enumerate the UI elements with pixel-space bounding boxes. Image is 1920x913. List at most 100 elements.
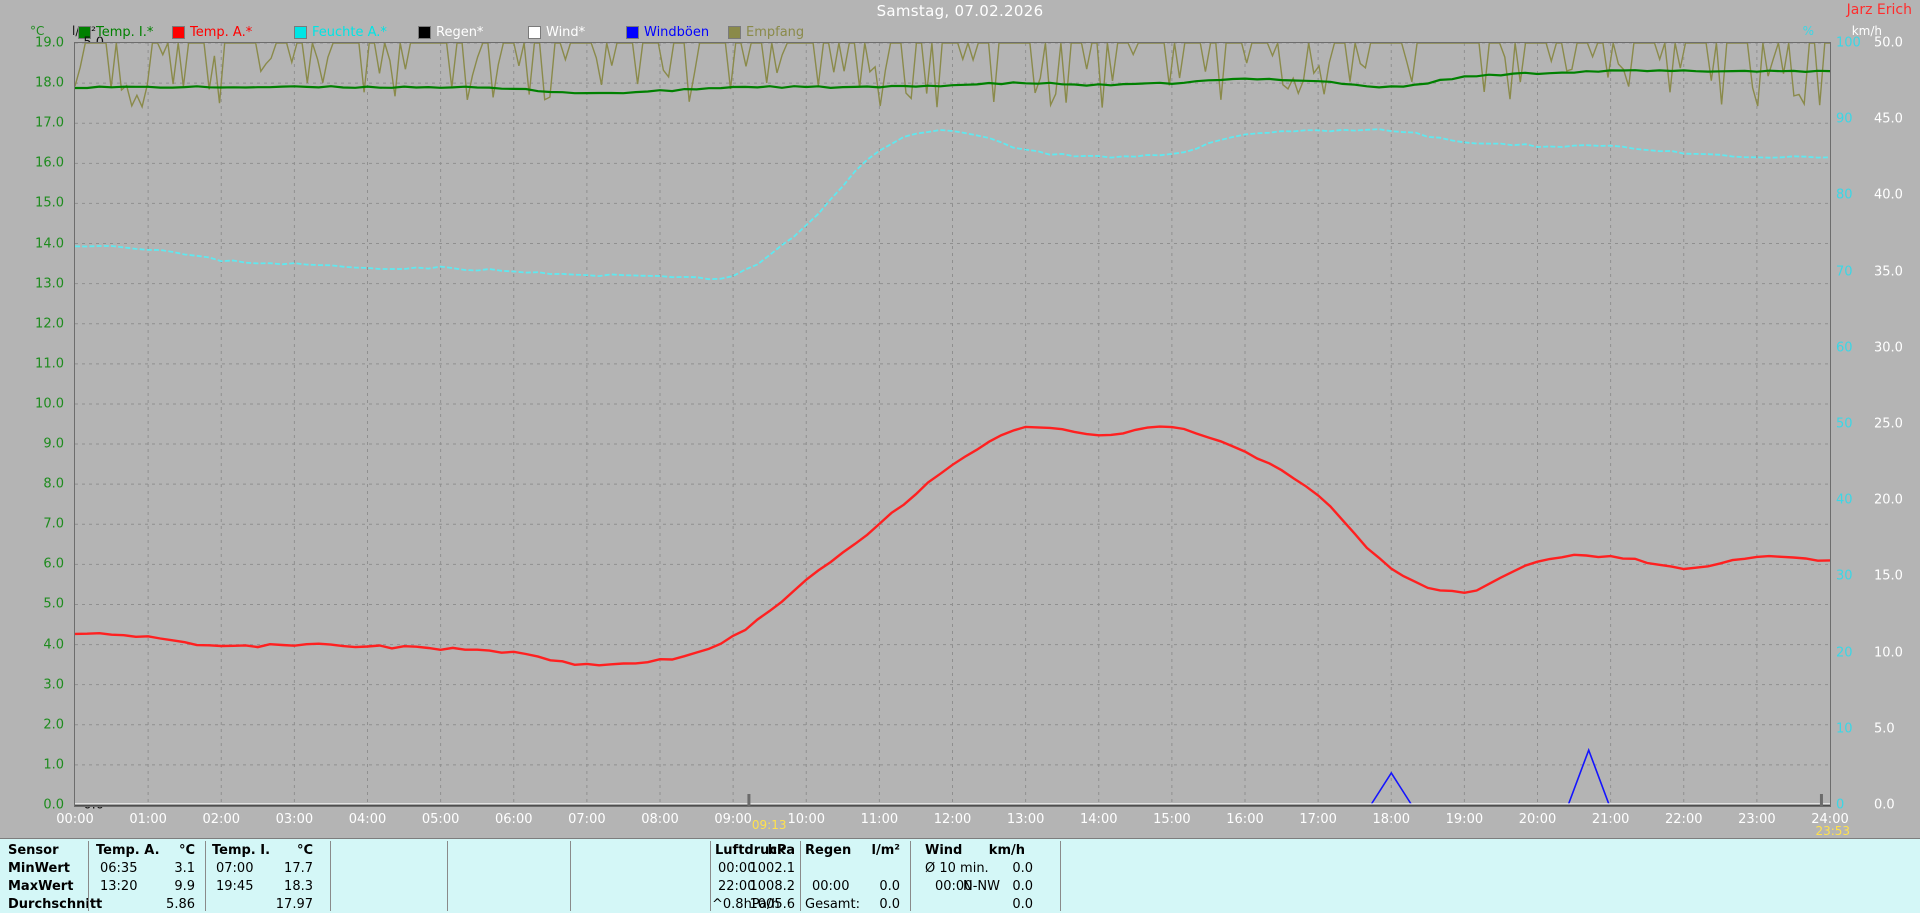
summary-column-divider bbox=[910, 841, 911, 911]
series-empfang bbox=[75, 43, 1830, 109]
axis-tick-label: 30.0 bbox=[1874, 340, 1903, 356]
axis-tick-label: 7.0 bbox=[43, 516, 64, 532]
legend-swatch-icon bbox=[626, 26, 639, 39]
summary-cell: 0.0 bbox=[1012, 861, 1033, 876]
summary-cell: 18.3 bbox=[284, 879, 313, 894]
summary-unit-regen: l/m² bbox=[871, 843, 900, 858]
x-tick-label: 05:00 bbox=[421, 812, 460, 827]
legend-item-label: Wind* bbox=[546, 25, 586, 40]
axis-tick-label: 9.0 bbox=[43, 436, 64, 452]
x-tick-label: 21:00 bbox=[1591, 812, 1630, 827]
axis-tick-label: 3.0 bbox=[43, 677, 64, 693]
summary-column-divider bbox=[330, 841, 331, 911]
axis-tick-label: 0.0 bbox=[1874, 797, 1895, 813]
axis-tick-label: 8.0 bbox=[43, 476, 64, 492]
summary-unit-wind: km/h bbox=[988, 843, 1025, 858]
legend-item-label: Temp. A.* bbox=[190, 25, 253, 40]
y-axis-humidity-ticks: 100 90 80 70 60 50 40 30 20 10 0 bbox=[1836, 0, 1872, 912]
axis-tick-label: 5.0 bbox=[1874, 721, 1895, 737]
legend-item-wind[interactable]: Wind* bbox=[528, 26, 585, 42]
x-tick-label: 23:00 bbox=[1738, 812, 1776, 827]
axis-tick-label: 13.0 bbox=[35, 276, 64, 292]
axis-unit-wind: km/h bbox=[1851, 24, 1882, 38]
summary-cell: ^0.8hPa/h bbox=[712, 897, 780, 912]
summary-unit-temp-innen: °C bbox=[296, 843, 313, 858]
legend-item-label: Windböen bbox=[644, 25, 710, 40]
summary-header-luftdruck: Luftdruck bbox=[715, 843, 786, 858]
x-tick-label: 19:00 bbox=[1445, 812, 1484, 827]
summary-cell: Ø 10 min. bbox=[925, 861, 989, 876]
x-tick-label: 00:00 bbox=[56, 812, 94, 827]
summary-cell: 07:00 bbox=[216, 861, 254, 876]
x-tick-label: 10:00 bbox=[787, 812, 825, 827]
summary-cell: 00:00 bbox=[812, 879, 850, 894]
axis-tick-label: 0 bbox=[1836, 797, 1845, 813]
axis-tick-label: 40.0 bbox=[1874, 187, 1903, 203]
legend-item-temp-i[interactable]: Temp. I.* bbox=[78, 26, 153, 42]
legend-swatch-icon bbox=[78, 26, 91, 39]
x-tick-label: 13:00 bbox=[1006, 812, 1045, 827]
summary-column-divider bbox=[205, 841, 206, 911]
summary-cell: 1005.6 bbox=[749, 897, 796, 912]
axis-tick-label: 70 bbox=[1836, 264, 1853, 280]
legend-item-temp-a[interactable]: Temp. A.* bbox=[172, 26, 252, 42]
chart-plot-area[interactable] bbox=[74, 42, 1831, 807]
summary-cell: N-NW bbox=[963, 879, 1000, 894]
legend-item-label: Regen* bbox=[436, 25, 484, 40]
legend-item-empfang[interactable]: Empfang bbox=[728, 26, 804, 42]
x-tick-label: 15:00 bbox=[1153, 812, 1191, 827]
x-tick-label: 07:00 bbox=[568, 812, 606, 827]
x-tick-label: 08:00 bbox=[641, 812, 679, 827]
axis-tick-label: 90 bbox=[1836, 111, 1853, 127]
x-tick-label: 17:00 bbox=[1299, 812, 1337, 827]
axis-tick-label: 20 bbox=[1836, 645, 1853, 661]
summary-cell: 06:35 bbox=[100, 861, 138, 876]
summary-header-temp-aussen: Temp. A. bbox=[96, 843, 160, 858]
axis-tick-label: 14.0 bbox=[35, 236, 64, 252]
legend-item-label: Temp. I.* bbox=[96, 25, 154, 40]
summary-cell: 17.7 bbox=[284, 861, 313, 876]
legend-item-windb-en[interactable]: Windböen bbox=[626, 26, 709, 42]
summary-column-divider bbox=[710, 841, 711, 911]
summary-header-temp-innen: Temp. I. bbox=[212, 843, 271, 858]
summary-column-divider bbox=[88, 841, 89, 911]
axis-tick-label: 0.0 bbox=[43, 797, 64, 813]
summary-header-wind: Wind bbox=[925, 843, 963, 858]
x-tick-label: 20:00 bbox=[1518, 812, 1557, 827]
axis-tick-label: 11.0 bbox=[35, 356, 64, 372]
axis-tick-label: 25.0 bbox=[1874, 416, 1903, 432]
axis-tick-label: 35.0 bbox=[1874, 264, 1903, 280]
axis-tick-label: 15.0 bbox=[35, 195, 64, 211]
series-feuchte-aussen bbox=[75, 128, 1830, 281]
x-tick-label: 04:00 bbox=[348, 812, 387, 827]
summary-row-label: Sensor bbox=[8, 843, 59, 858]
axis-tick-label: 1.0 bbox=[43, 757, 64, 773]
axis-tick-label: 17.0 bbox=[35, 115, 64, 131]
summary-cell: 13:20 bbox=[100, 879, 138, 894]
legend-item-label: Feuchte A.* bbox=[312, 25, 387, 40]
summary-cell: 00:00 bbox=[718, 861, 756, 876]
axis-tick-label: 2.0 bbox=[43, 717, 64, 733]
x-tick-label: 22:00 bbox=[1665, 812, 1703, 827]
summary-cell: 0.0 bbox=[879, 897, 900, 912]
series-windboeen-spike bbox=[1567, 747, 1610, 806]
axis-tick-label: 4.0 bbox=[43, 637, 64, 653]
x-tick-label: 24:00 bbox=[1811, 812, 1849, 827]
series-temp-aussen bbox=[75, 425, 1830, 667]
station-name: Jarz Erich bbox=[1846, 2, 1912, 18]
x-tick-label: 12:00 bbox=[933, 812, 972, 827]
summary-cell: 19:45 bbox=[216, 879, 254, 894]
legend-swatch-icon bbox=[728, 26, 741, 39]
x-tick-label: 06:00 bbox=[495, 812, 533, 827]
axis-tick-label: 30 bbox=[1836, 568, 1853, 584]
summary-unit-temp-aussen: °C bbox=[178, 843, 195, 858]
summary-cell: 0.0 bbox=[1012, 897, 1033, 912]
summary-column-divider bbox=[800, 841, 801, 911]
summary-cell: 22:00 bbox=[718, 879, 756, 894]
legend-item-regen[interactable]: Regen* bbox=[418, 26, 483, 42]
y-axis-wind-ticks: 50.0 45.0 40.0 35.0 30.0 25.0 20.0 15.0 10.0 5.0 0… bbox=[1874, 0, 1918, 912]
summary-header-regen: Regen bbox=[805, 843, 852, 858]
legend-item-feuchte-a[interactable]: Feuchte A.* bbox=[294, 26, 387, 42]
axis-tick-label: 10.0 bbox=[1874, 645, 1903, 661]
